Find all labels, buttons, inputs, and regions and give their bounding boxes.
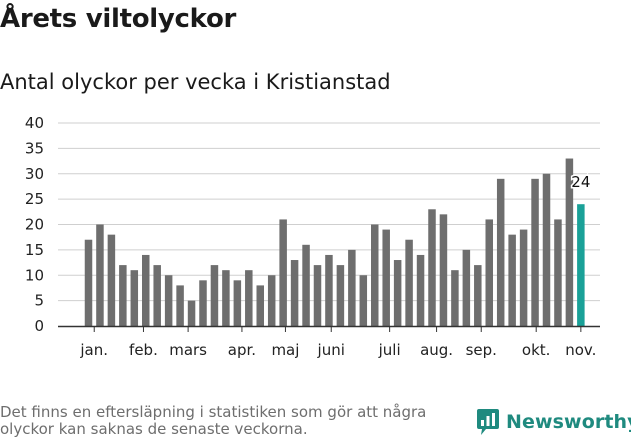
footnote: Det finns en eftersläpning i statistiken… <box>0 403 427 438</box>
y-tick-label: 10 <box>25 266 44 284</box>
bar <box>153 265 161 326</box>
bar <box>222 270 230 326</box>
bar <box>96 224 104 326</box>
bar <box>462 249 471 326</box>
chart-title: Årets viltolyckor <box>0 4 237 34</box>
bar <box>279 219 287 326</box>
newsworthy-logo-text: Newsworthy <box>506 411 631 433</box>
bars <box>84 158 585 326</box>
y-tick-label: 40 <box>25 114 44 132</box>
x-tick-label: juli <box>378 341 401 359</box>
bar <box>542 173 551 326</box>
x-tick-label: jan. <box>79 341 108 359</box>
bar <box>336 265 345 326</box>
x-axis-ticks: jan. feb. mars apr. maj juni juli aug. sep. okt. n… <box>79 326 596 359</box>
y-tick-label: 25 <box>25 190 44 208</box>
bar <box>267 275 276 326</box>
bar <box>371 224 379 326</box>
bar <box>199 280 207 326</box>
x-tick-label: feb. <box>129 341 158 359</box>
y-tick-label: 20 <box>25 216 44 234</box>
x-tick-label: maj <box>271 341 299 359</box>
chart-subtitle: Antal olyckor per vecka i Kristianstad <box>0 70 391 94</box>
bar <box>233 280 242 326</box>
x-tick-label: apr. <box>228 341 256 359</box>
bar <box>107 234 116 326</box>
x-tick-label: juni <box>317 341 345 359</box>
newsworthy-logo-icon <box>477 409 499 435</box>
x-tick-label: sep. <box>466 341 497 359</box>
bar <box>187 300 196 326</box>
bar <box>210 265 219 326</box>
y-tick-label: 15 <box>25 241 44 259</box>
bar <box>405 239 413 326</box>
bar <box>519 229 528 326</box>
bar <box>245 270 253 326</box>
y-tick-label: 5 <box>34 292 44 310</box>
bar <box>508 234 516 326</box>
y-tick-label: 35 <box>25 139 44 157</box>
highlight-value-label: 24 <box>571 173 590 191</box>
bar <box>256 285 264 326</box>
bar <box>485 219 493 326</box>
bar <box>84 239 93 326</box>
bar <box>130 270 139 326</box>
bar <box>164 275 173 326</box>
bar <box>416 254 425 326</box>
bar-chart: 0 5 10 15 20 25 30 35 40 jan. feb. mars apr. maj juni… <box>25 114 600 359</box>
bar <box>348 249 356 326</box>
bar <box>565 158 574 326</box>
bar <box>554 219 562 326</box>
newsworthy-logo: Newsworthy <box>476 408 631 436</box>
bar-highlight <box>577 204 585 326</box>
bar <box>325 254 333 326</box>
x-tick-label: aug. <box>420 341 453 359</box>
bar <box>313 265 322 326</box>
bar <box>142 254 150 326</box>
bar <box>451 270 459 326</box>
bar <box>393 260 402 326</box>
y-axis-ticks: 0 5 10 15 20 25 30 35 40 <box>25 114 44 335</box>
bar <box>439 214 448 326</box>
bar <box>382 229 390 326</box>
bar <box>176 285 184 326</box>
bar <box>474 265 482 326</box>
bar <box>531 178 539 326</box>
bar <box>496 178 505 326</box>
bar <box>119 265 127 326</box>
bar <box>290 260 299 326</box>
y-tick-label: 0 <box>34 317 44 335</box>
bar <box>428 209 436 326</box>
bar <box>359 275 368 326</box>
data-labels: 24 <box>570 172 592 193</box>
x-tick-label: okt. <box>522 341 551 359</box>
bar <box>302 244 310 326</box>
x-tick-label: nov. <box>565 341 596 359</box>
y-tick-label: 30 <box>25 165 44 183</box>
x-tick-label: mars <box>169 341 207 359</box>
